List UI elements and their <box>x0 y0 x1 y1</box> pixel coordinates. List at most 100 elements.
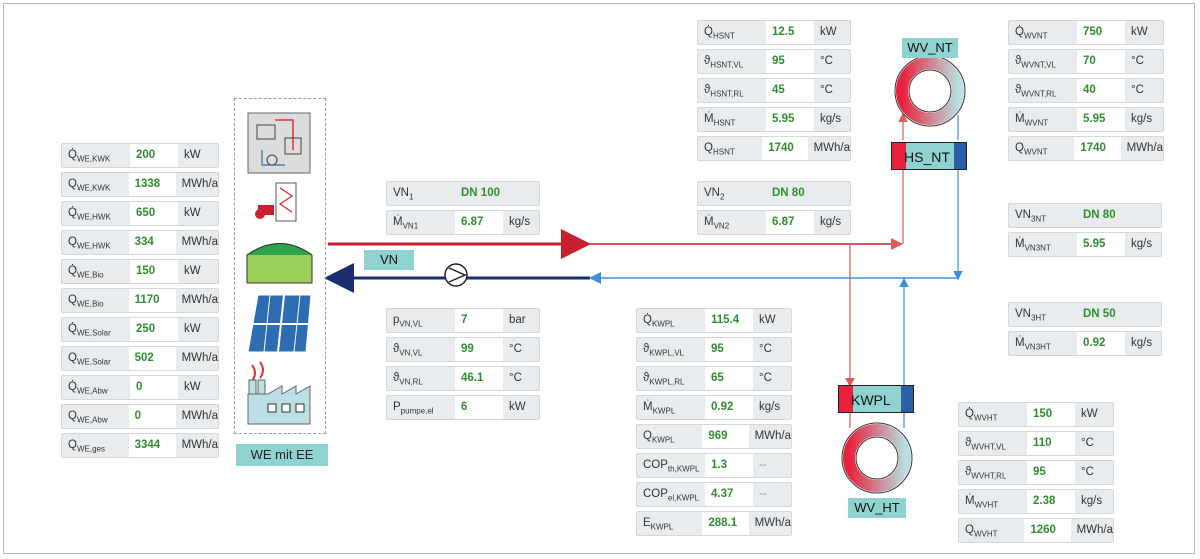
param-label: Q̇WE,KWK <box>68 149 111 164</box>
param-unit: °C <box>759 343 772 355</box>
param-unit: °C <box>1081 437 1094 449</box>
param-value: 40 <box>1077 79 1125 102</box>
param-label: Q̇WE,Abw <box>68 381 108 396</box>
param-unit: kW <box>759 314 776 326</box>
hsnt-row: ṀHSNT 5.95 kg/s <box>697 107 851 132</box>
wv-nt-ring-icon <box>894 55 966 127</box>
param-value: 150 <box>130 260 178 283</box>
we-row: QWE,ges 3344 MWh/a <box>61 433 219 458</box>
param-value: 1740 <box>1074 137 1121 160</box>
we-row: Q̇WE,Abw 0 kW <box>61 375 219 400</box>
we-row: Q̇WE,HWK 650 kW <box>61 201 219 226</box>
param-label: QWE,Abw <box>68 410 108 425</box>
wvht-row: ṀWVHT 2.38 kg/s <box>958 489 1114 514</box>
biogas-icon <box>246 243 313 284</box>
vn3nt-row: ṀVN3NT 5.95 kg/s <box>1008 232 1162 257</box>
param-label: ϑWVHT,VL <box>965 437 1006 452</box>
boiler-icon <box>255 182 297 222</box>
param-unit: °C <box>759 372 772 384</box>
param-value: DN 80 <box>1083 209 1116 221</box>
kwpl-row: ϑKWPL,VL 95 °C <box>636 337 792 362</box>
param-unit: MWh/a <box>181 294 218 306</box>
param-unit: MWh/a <box>181 236 218 248</box>
param-value: 969 <box>702 425 749 448</box>
param-label: QWE,ges <box>68 439 105 454</box>
wvnt-row: QWVNT 1740 MWh/a <box>1008 136 1164 161</box>
vn1-row: VN1 DN 100 <box>386 181 540 206</box>
param-unit: °C <box>1081 466 1094 478</box>
param-unit: kg/s <box>820 113 842 125</box>
param-value: 0.92 <box>1077 332 1125 355</box>
param-value: 288.1 <box>702 512 749 535</box>
param-unit: MWh/a <box>754 430 791 442</box>
wvnt-row: Q̇WVNT 750 kW <box>1008 20 1164 45</box>
param-value: 3344 <box>128 434 176 457</box>
param-unit: -- <box>759 488 767 500</box>
solar-panel-icon <box>247 294 312 353</box>
param-label: Q̇WE,Solar <box>68 323 111 338</box>
param-unit: kg/s <box>820 216 842 228</box>
param-value: 6.87 <box>455 211 503 234</box>
kwpl-row: Q̇KWPL 115.4 kW <box>636 308 792 333</box>
param-value: DN 50 <box>1083 308 1116 320</box>
param-label: EKWPL <box>643 517 674 532</box>
param-value: 0 <box>130 376 178 399</box>
param-value: 70 <box>1077 50 1125 73</box>
param-value: 650 <box>130 202 178 225</box>
we-row: QWE,Abw 0 MWh/a <box>61 404 219 429</box>
param-label: ϑWVHT,RL <box>965 466 1007 481</box>
kwpl-row: EKWPL 288.1 MWh/a <box>636 511 792 536</box>
param-value: 1170 <box>128 289 176 312</box>
param-label: Q̇WVNT <box>1015 26 1048 41</box>
param-label: ϑHSNT,VL <box>704 55 744 70</box>
param-unit: kg/s <box>1131 337 1153 349</box>
param-unit: °C <box>509 343 522 355</box>
vn-tag: VN <box>364 250 414 270</box>
param-unit: °C <box>509 372 522 384</box>
wvnt-row: ϑWVNT,VL 70 °C <box>1008 49 1164 74</box>
vn2-row: ṀVN2 6.87 kg/s <box>697 210 851 235</box>
param-label: Q̇KWPL <box>643 314 675 329</box>
param-value: 95 <box>1027 461 1075 484</box>
param-value: 1740 <box>762 137 808 160</box>
param-value: 5.95 <box>1077 108 1125 131</box>
we-row: QWE,Solar 502 MWh/a <box>61 346 219 371</box>
param-label: QWE,Bio <box>68 294 104 309</box>
param-value: 502 <box>128 347 176 370</box>
we-row: Q̇WE,Bio 150 kW <box>61 259 219 284</box>
wvht-row: Q̇WVHT 150 kW <box>958 402 1114 427</box>
vn1-row: ṀVN1 6.87 kg/s <box>386 210 540 235</box>
chp-plant-icon <box>247 112 311 174</box>
param-unit: kg/s <box>1081 495 1103 507</box>
we-row: Q̇WE,Solar 250 kW <box>61 317 219 342</box>
param-label: Ppumpe,el <box>393 401 434 416</box>
param-label: ṀKWPL <box>643 401 676 416</box>
param-unit: MWh/a <box>181 439 218 451</box>
param-value: 5.95 <box>1077 233 1125 256</box>
param-unit: kg/s <box>509 216 531 228</box>
param-label: COPel,KWPL <box>643 488 700 503</box>
hsnt-row: ϑHSNT,RL 45 °C <box>697 78 851 103</box>
we-row: QWE,HWK 334 MWh/a <box>61 230 219 255</box>
param-value: 46.1 <box>455 367 503 390</box>
vn3ht-row: ṀVN3HT 0.92 kg/s <box>1008 331 1162 356</box>
param-value: 6.87 <box>766 211 814 234</box>
pump-row: Ppumpe,el 6 kW <box>386 395 540 420</box>
param-unit: MWh/a <box>1126 142 1163 154</box>
diagram-frame <box>3 3 1195 554</box>
param-unit: kW <box>184 381 201 393</box>
kwpl-row: COPth,KWPL 1.3 -- <box>636 453 792 478</box>
pump-icon <box>444 263 468 287</box>
wvht-row: QWVHT 1260 MWh/a <box>958 518 1114 543</box>
param-unit: MWh/a <box>813 142 850 154</box>
param-unit: kW <box>184 207 201 219</box>
param-label: ϑKWPL,RL <box>643 372 685 387</box>
param-unit: kW <box>509 401 526 413</box>
param-value: 5.95 <box>766 108 814 131</box>
param-label: ṀWVHT <box>965 495 999 510</box>
param-value: 334 <box>128 231 176 254</box>
we-components-box <box>234 98 326 434</box>
param-unit: kg/s <box>1131 238 1153 250</box>
param-label: ϑWVNT,VL <box>1015 55 1056 70</box>
